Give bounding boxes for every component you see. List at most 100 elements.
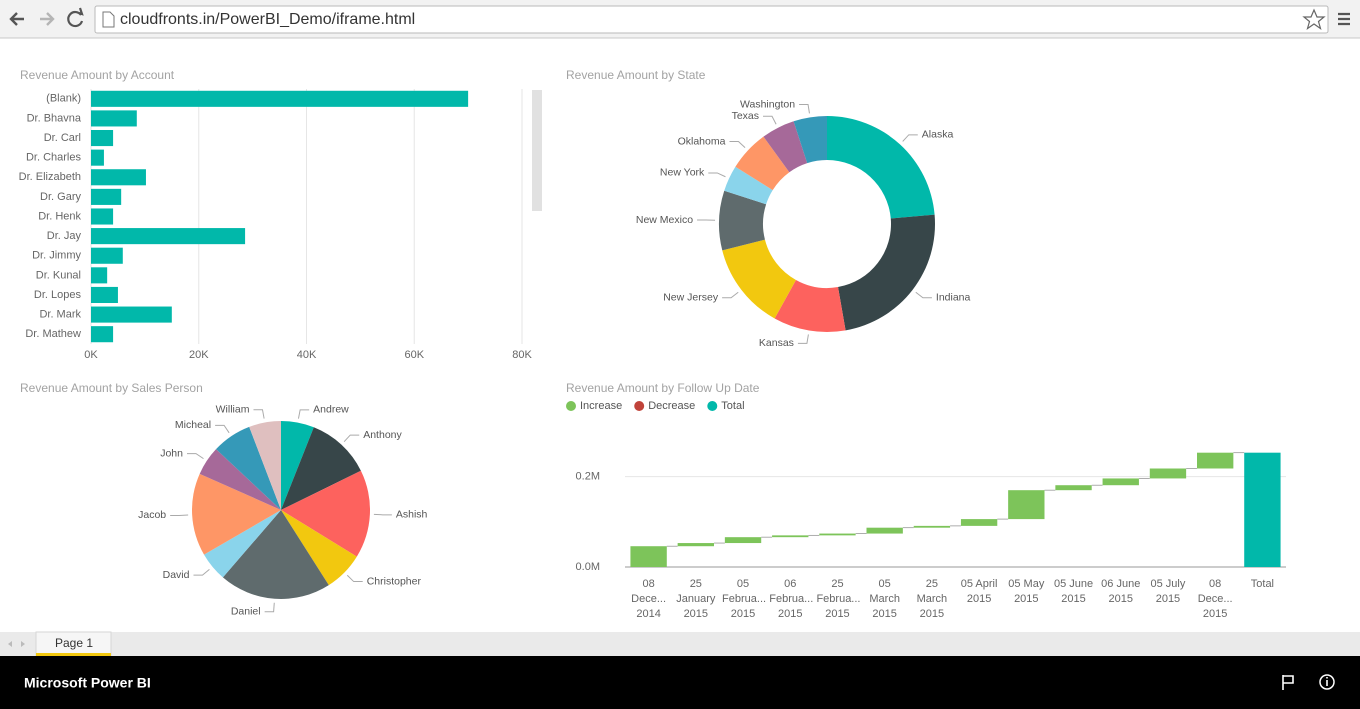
page-tab-indicator [36, 653, 111, 656]
leader-line [902, 134, 918, 142]
x-tick-label: 25 March 2015 [916, 578, 948, 620]
slice [216, 426, 281, 510]
x-tick-label: 05 May 2015 [1008, 578, 1045, 605]
y-tick-label: Dr. Mathew [25, 328, 81, 340]
x-tick-label: 05 June 2015 [1053, 578, 1094, 605]
x-tick-label: 80K [512, 349, 532, 361]
slice [774, 279, 846, 332]
y-tick-label: Dr. Gary [40, 191, 81, 203]
chart-title: Revenue Amount by State [566, 68, 706, 82]
x-tick-label-box: 25 January 2015 [676, 578, 716, 620]
slice [763, 121, 808, 173]
slice-label: Anthony [363, 429, 402, 441]
x-tick-label: 08 Dece... 2015 [1197, 578, 1233, 620]
slice-label: Oklahoma [678, 135, 726, 147]
bar [91, 247, 123, 264]
bar [1008, 490, 1045, 520]
slice [204, 510, 281, 578]
slice-label: William [216, 403, 250, 415]
x-tick-label: 05 July 2015 [1150, 578, 1186, 605]
y-tick-label: Dr. Carl [44, 132, 81, 144]
bar [1102, 478, 1139, 486]
x-tick-label-box: 25 March 2015 [916, 578, 948, 620]
scrollbar[interactable] [532, 90, 542, 211]
y-tick-label: 0.2M [576, 471, 600, 483]
x-tick-label: 08 Dece... 2014 [631, 578, 667, 620]
reload-button[interactable] [67, 7, 84, 28]
y-tick-label: Dr. Lopes [34, 289, 82, 301]
tab-scroll[interactable] [8, 641, 25, 647]
x-tick-label-box: 05 April 2015 [961, 578, 998, 605]
page-tab-label[interactable]: Page 1 [55, 636, 93, 650]
bar [91, 188, 122, 205]
slice [199, 449, 281, 510]
flag-icon[interactable] [1282, 675, 1294, 690]
y-tick-label: Dr. Henk [38, 210, 81, 222]
bookmark-star[interactable] [1302, 8, 1326, 30]
leader-line [799, 103, 810, 114]
bar [1055, 485, 1092, 491]
slice-label: New Mexico [636, 214, 693, 226]
x-tick-label-box: Total [1251, 578, 1274, 590]
bar [91, 169, 146, 186]
bar [772, 535, 809, 538]
bar [677, 543, 714, 547]
address-bar[interactable] [94, 5, 1329, 34]
slice-label: Andrew [313, 404, 349, 416]
slice-label: Daniel [231, 606, 261, 618]
legend-label: Decrease [648, 400, 695, 412]
x-tick-label: 25 January 2015 [676, 578, 716, 620]
legend-marker [566, 401, 576, 411]
slice [281, 510, 357, 586]
y-tick-label: Dr. Mark [39, 308, 81, 320]
y-tick-label: Dr. Jay [47, 230, 82, 242]
url: cloudfronts.in/PowerBI_Demo/iframe.html [120, 11, 415, 28]
x-tick-label: 40K [297, 349, 317, 361]
bar [91, 286, 118, 304]
bar [1149, 468, 1187, 479]
bar [960, 519, 998, 526]
tab-bar [0, 632, 1360, 656]
y-tick-label: Dr. Jimmy [32, 250, 81, 262]
slice [793, 116, 827, 164]
legend-marker [707, 401, 718, 411]
slice [281, 421, 314, 510]
x-tick-label: 20K [189, 349, 209, 361]
slice-label: Micheal [175, 419, 211, 431]
x-tick-label: 60K [404, 349, 424, 361]
bar [913, 525, 951, 528]
leader-line [215, 424, 230, 434]
bar [866, 527, 903, 534]
bar [91, 267, 108, 284]
bar [91, 326, 114, 343]
bar [724, 537, 762, 544]
leader-line [253, 409, 265, 419]
leader-line [729, 141, 746, 149]
slice [192, 473, 281, 555]
leader-line [193, 568, 210, 576]
footer-brand: Microsoft Power BI [24, 675, 151, 691]
footer [0, 656, 1360, 709]
leader-line [763, 115, 777, 125]
chart-title: Revenue Amount by Account [20, 68, 175, 82]
leader-line [708, 172, 726, 178]
slice-label: Kansas [759, 337, 794, 349]
menu-button[interactable] [1338, 12, 1350, 26]
slice-label: Texas [732, 110, 759, 122]
slice-label: New York [660, 167, 705, 179]
info-icon[interactable] [1319, 674, 1335, 690]
slice-label: Alaska [922, 129, 954, 141]
leader-line [797, 334, 809, 344]
legend-label: Increase [580, 400, 622, 412]
chart-title: Revenue Amount by Sales Person [20, 381, 203, 395]
x-tick-label-box: 05 Februa... 2015 [722, 578, 767, 620]
x-tick-label: 06 June 2015 [1101, 578, 1141, 605]
forward-button[interactable] [40, 12, 55, 26]
slice-label: David [163, 569, 190, 581]
slice-label: Ashish [396, 509, 428, 521]
x-tick-label: 05 Februa... 2015 [722, 578, 767, 620]
y-tick-label: Dr. Kunal [36, 269, 81, 281]
back-button[interactable] [9, 12, 24, 26]
y-tick-label: (Blank) [46, 93, 81, 105]
